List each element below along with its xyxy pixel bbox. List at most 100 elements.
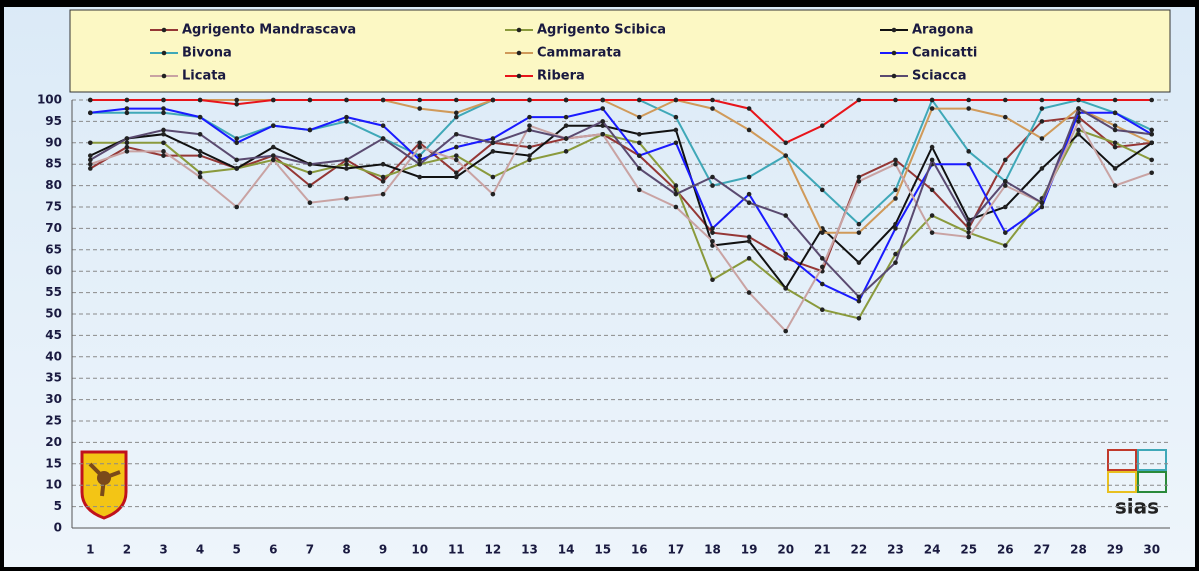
- y-tick-label: 45: [45, 328, 62, 342]
- point: [197, 149, 203, 154]
- point: [417, 174, 423, 180]
- x-tick-label: 28: [1070, 543, 1087, 557]
- y-tick-label: 65: [45, 242, 62, 256]
- x-tick-label: 30: [1143, 543, 1160, 557]
- point: [600, 123, 605, 128]
- legend-label: Cammarata: [537, 46, 621, 61]
- y-tick-label: 90: [45, 135, 62, 149]
- point: [856, 260, 862, 265]
- legend-label: Canicatti: [912, 46, 977, 61]
- point: [344, 119, 349, 124]
- point: [563, 97, 569, 103]
- x-tick-label: 8: [342, 543, 350, 557]
- point: [527, 127, 532, 133]
- point: [490, 136, 496, 141]
- point: [746, 191, 752, 197]
- y-tick-label: 35: [45, 371, 62, 385]
- point: [783, 213, 788, 218]
- series-line: [90, 99, 1152, 144]
- point: [454, 157, 459, 163]
- series: [88, 106, 1154, 300]
- point: [929, 230, 935, 235]
- point: [783, 140, 788, 146]
- point: [161, 127, 166, 133]
- point: [893, 187, 898, 193]
- point: [344, 196, 349, 201]
- point: [563, 149, 569, 154]
- point: [161, 106, 166, 111]
- point: [637, 97, 642, 103]
- point: [637, 153, 642, 158]
- point: [527, 157, 532, 163]
- point: [783, 286, 788, 291]
- point: [966, 97, 971, 103]
- legend-label: Aragona: [912, 23, 974, 38]
- point: [820, 123, 825, 128]
- legend-item: Sciacca: [880, 69, 966, 84]
- point: [234, 204, 239, 210]
- point: [417, 97, 423, 103]
- series: [88, 119, 1154, 334]
- point: [746, 290, 752, 295]
- point: [380, 174, 386, 180]
- point: [1003, 157, 1008, 163]
- point: [454, 153, 459, 158]
- point: [307, 97, 313, 103]
- point: [380, 179, 386, 184]
- point: [527, 114, 532, 120]
- y-tick-label: 25: [45, 414, 62, 428]
- top-bar: [2, 2, 1197, 7]
- point: [820, 281, 825, 287]
- point: [893, 226, 898, 231]
- point: [1076, 131, 1081, 137]
- point: [673, 204, 679, 210]
- point: [673, 114, 679, 120]
- point: [966, 149, 971, 154]
- point: [454, 174, 459, 180]
- point: [637, 114, 642, 120]
- point: [344, 161, 349, 167]
- y-tick-label: 70: [45, 221, 62, 235]
- point: [161, 110, 166, 116]
- point: [673, 191, 679, 197]
- legend-item: Bivona: [150, 46, 232, 61]
- point: [856, 294, 862, 300]
- point: [1112, 166, 1118, 171]
- x-tick-label: 25: [960, 543, 977, 557]
- x-tick-label: 4: [196, 543, 204, 557]
- point: [490, 191, 496, 197]
- x-tick-label: 19: [741, 543, 758, 557]
- point: [746, 127, 752, 133]
- point: [344, 114, 349, 120]
- point: [234, 101, 239, 107]
- point: [1003, 179, 1008, 184]
- point: [966, 226, 971, 231]
- point: [124, 136, 130, 141]
- point: [710, 106, 715, 111]
- x-tick-label: 23: [887, 543, 904, 557]
- series-line: [90, 128, 1153, 320]
- point: [271, 153, 276, 158]
- point: [1149, 170, 1154, 176]
- point: [1039, 166, 1045, 171]
- point: [197, 174, 203, 180]
- point: [746, 238, 752, 244]
- point: [1039, 136, 1045, 141]
- point: [88, 140, 93, 146]
- y-tick-label: 50: [45, 307, 62, 321]
- point: [893, 97, 898, 103]
- x-tick-label: 27: [1034, 543, 1051, 557]
- point: [527, 153, 532, 158]
- point: [307, 183, 313, 188]
- point: [124, 106, 130, 111]
- point: [490, 140, 496, 146]
- legend-label: Ribera: [537, 69, 585, 84]
- x-tick-label: 1: [86, 543, 94, 557]
- point: [820, 264, 825, 270]
- point: [161, 153, 166, 158]
- point: [1076, 127, 1081, 133]
- point: [1003, 204, 1008, 210]
- legend-dot: [516, 73, 522, 79]
- series-line: [90, 107, 1153, 303]
